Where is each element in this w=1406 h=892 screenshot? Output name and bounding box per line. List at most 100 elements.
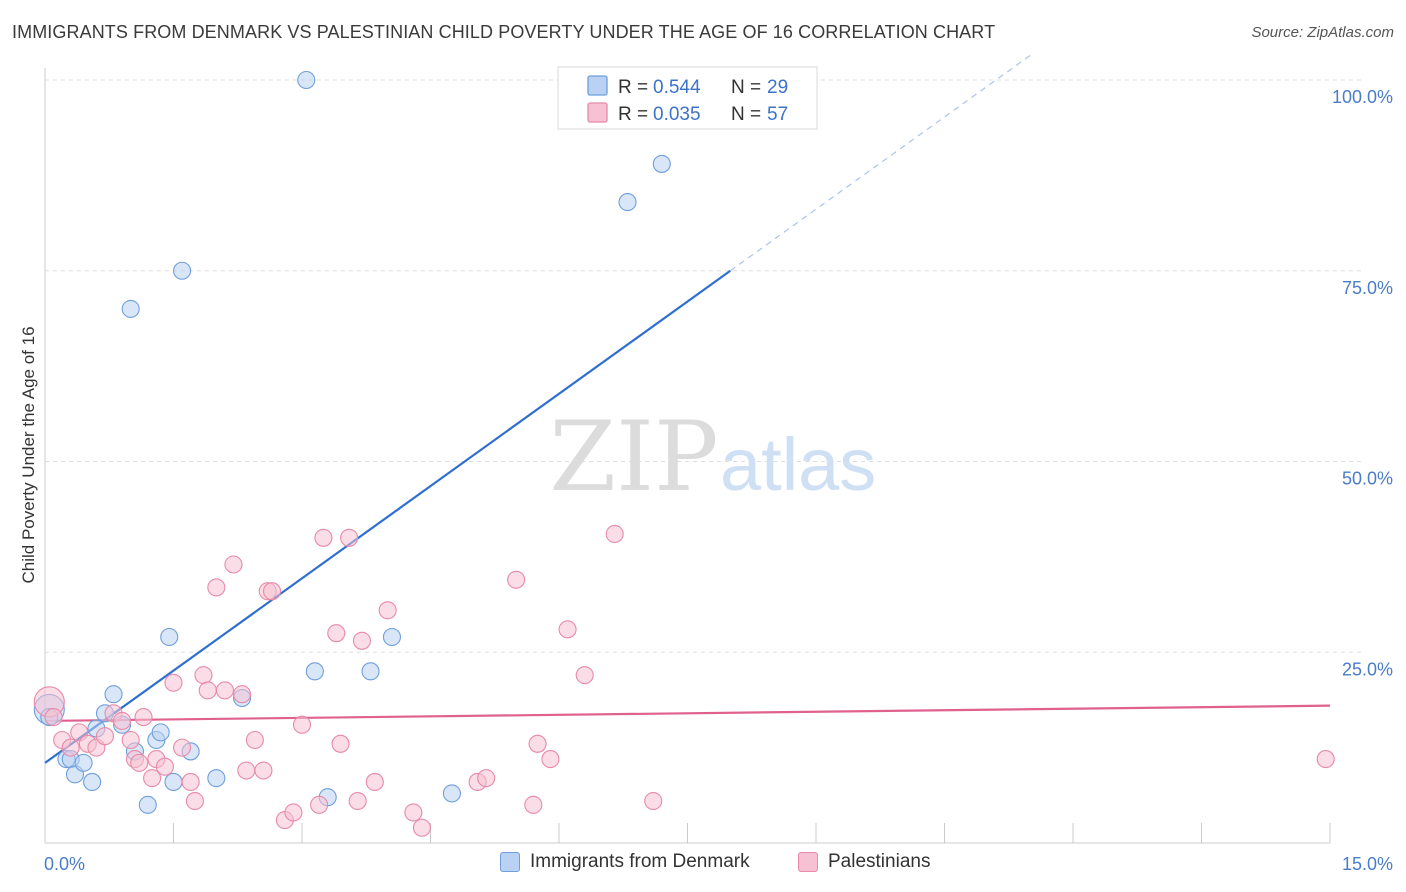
stats-swatch-1: [587, 102, 608, 123]
point-s1-33: [284, 803, 303, 822]
point-s1-45: [412, 818, 431, 837]
point-s1-39: [340, 528, 359, 547]
point-s0-19: [207, 769, 226, 788]
point-s0-29: [652, 154, 671, 173]
point-s1-14: [143, 769, 162, 788]
point-s0-15: [160, 627, 179, 647]
point-s1-23: [207, 578, 226, 597]
point-s1-13: [134, 708, 153, 727]
point-s1-28: [245, 730, 264, 750]
point-s1-3: [61, 738, 80, 757]
point-s1-34: [292, 715, 312, 734]
stats-n-value-1: 57: [767, 104, 788, 125]
point-s1-21: [194, 666, 213, 685]
stats-r-value-0: 0.544: [653, 77, 701, 98]
chart-title: IMMIGRANTS FROM DENMARK VS PALESTINIAN C…: [12, 22, 996, 42]
point-s1-41: [352, 631, 372, 650]
point-s0-14: [151, 723, 170, 742]
point-s0-17: [173, 261, 192, 280]
x-tick-label-0: 0.0%: [44, 854, 85, 874]
point-s0-26: [382, 627, 402, 647]
stats-legend: R = 0.544 N = 29 R = 0.035 N = 57: [557, 66, 818, 130]
trend-line-1: [44, 704, 1331, 723]
watermark: ZIP atlas: [549, 401, 876, 513]
point-s1-22: [198, 681, 217, 700]
point-s1-37: [327, 624, 346, 643]
stats-n-value-0: 29: [767, 77, 788, 98]
gridlines: [45, 79, 1365, 653]
legend-item-denmark[interactable]: Immigrants from Denmark: [500, 851, 750, 873]
point-s1-48: [507, 570, 526, 589]
point-s0-12: [138, 795, 157, 814]
point-s0-16: [164, 772, 183, 792]
legend-label-denmark: Immigrants from Denmark: [530, 851, 750, 872]
point-s1-16: [155, 757, 174, 776]
point-s1-29: [254, 761, 273, 780]
watermark-zip: ZIP: [549, 401, 718, 513]
y-tick-label-0: 25.0%: [1342, 659, 1393, 679]
point-s1-9: [113, 711, 132, 730]
point-s1-50: [528, 734, 547, 753]
stats-r-value-1: 0.035: [653, 104, 701, 125]
point-s1-31: [262, 582, 282, 601]
point-s0-22: [297, 70, 316, 90]
legend-item-palestinians[interactable]: Palestinians: [798, 851, 930, 873]
point-s1-18: [173, 738, 192, 757]
watermark-atlas: atlas: [720, 423, 876, 506]
stats-swatch-0: [587, 75, 608, 96]
point-s1-25: [224, 555, 243, 574]
point-s1-51: [541, 750, 560, 769]
stats-r-label-0: R =: [618, 77, 648, 98]
legend-swatch-palestinians: [798, 852, 818, 872]
point-s1-52: [558, 620, 577, 639]
point-s0-21: [121, 299, 140, 318]
point-s1-17: [164, 673, 183, 692]
point-s1-26: [232, 685, 252, 704]
point-s1-55: [644, 791, 663, 811]
point-s1-56: [1316, 750, 1335, 769]
point-s1-47: [477, 769, 496, 788]
tick-labels: 25.0% 50.0% 75.0% 100.0% 0.0% 15.0%: [44, 87, 1393, 874]
point-s0-25: [361, 662, 380, 681]
y-tick-label-1: 50.0%: [1342, 469, 1393, 489]
x-tick-label-1: 15.0%: [1342, 854, 1393, 874]
source-credit: Source: ZipAtlas.com: [1251, 24, 1394, 41]
point-s1-40: [348, 791, 367, 811]
point-s1-38: [331, 734, 350, 753]
point-s0-6: [83, 772, 102, 792]
point-s0-9: [104, 685, 123, 704]
point-s0-23: [305, 662, 324, 681]
point-s0-28: [618, 193, 637, 212]
point-s1-42: [365, 772, 384, 792]
point-s1-35: [310, 795, 329, 814]
y-tick-label-2: 75.0%: [1342, 278, 1393, 298]
trend-line-0: [44, 269, 731, 764]
point-s1-53: [575, 666, 594, 685]
point-s1-24: [215, 681, 234, 700]
stats-r-label-1: R =: [618, 104, 648, 125]
point-s1-36: [314, 528, 333, 547]
stats-n-label-0: N =: [731, 77, 761, 98]
point-s1-54: [605, 524, 624, 544]
y-axis-label: Child Poverty Under the Age of 16: [19, 326, 38, 583]
point-s1-27: [237, 761, 256, 780]
point-s1-1: [44, 708, 63, 727]
legend-label-palestinians: Palestinians: [828, 851, 931, 872]
point-s1-44: [404, 803, 423, 822]
point-s1-7: [95, 727, 115, 746]
trend-lines: [44, 54, 1331, 764]
series-legend: Immigrants from Denmark Palestinians: [0, 851, 1406, 879]
point-s1-49: [524, 795, 543, 814]
point-s1-10: [121, 730, 140, 750]
stats-n-label-1: N =: [731, 104, 761, 125]
y-tick-label-3: 100.0%: [1332, 87, 1393, 107]
point-s0-27: [442, 784, 461, 803]
legend-swatch-denmark: [500, 852, 520, 872]
point-s1-43: [378, 601, 397, 620]
point-s1-20: [185, 791, 204, 811]
data-points: [33, 70, 1335, 837]
point-s1-19: [181, 772, 200, 792]
point-s1-12: [130, 753, 149, 772]
point-s0-5: [74, 753, 93, 772]
